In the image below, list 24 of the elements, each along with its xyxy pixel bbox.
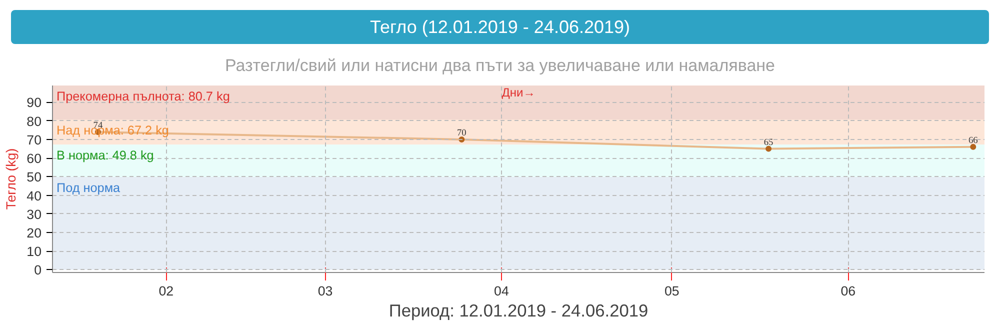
y-tick-label: 10 — [26, 244, 42, 260]
y-axis-title: Тегло (kg) — [4, 148, 19, 210]
y-tick-label: 50 — [26, 170, 42, 185]
band-label: Прекомерна пълнота: 80.7 kg — [56, 90, 230, 104]
y-tick-label: 30 — [26, 206, 42, 222]
y-tick-label: 40 — [26, 188, 42, 204]
x-tick-label: 04 — [494, 284, 510, 298]
band-label: В норма: 49.8 kg — [56, 148, 154, 163]
x-tick-label: 03 — [318, 284, 333, 298]
x-axis-title: Период: 12.01.2019 - 24.06.2019 — [388, 300, 648, 320]
y-tick-label: 90 — [26, 95, 42, 110]
chart-title: Тегло (12.01.2019 - 24.06.2019) — [370, 16, 630, 39]
data-label: 70 — [457, 128, 467, 138]
chart-subtitle: Разтегли/свий или натисни два пъти за увеличаване или намаляване — [224, 55, 776, 77]
y-tick-label: 0 — [34, 262, 42, 278]
y-tick-label: 80 — [26, 114, 42, 129]
x-tick-label: 05 — [664, 284, 680, 298]
y-tick-label: 70 — [26, 132, 42, 148]
band-label: Под норма — [56, 181, 122, 196]
x-tick-label: 02 — [158, 284, 174, 298]
y-tick-label: 60 — [26, 151, 42, 166]
annotation: Дни→ — [502, 86, 536, 100]
y-tick-label: 20 — [26, 225, 42, 240]
x-tick-label: 06 — [840, 284, 856, 298]
